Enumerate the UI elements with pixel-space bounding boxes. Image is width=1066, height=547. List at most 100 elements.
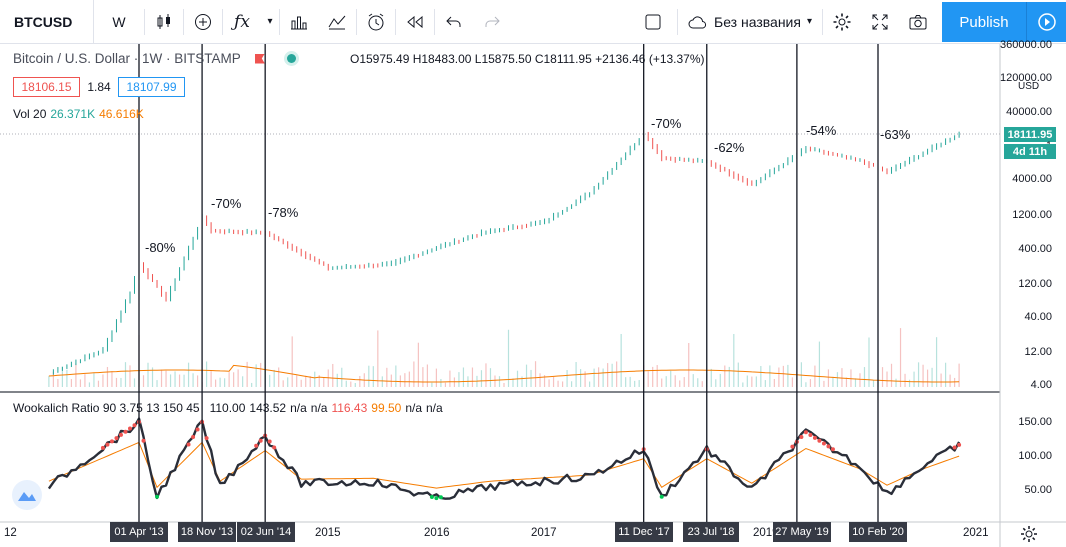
volume-bar <box>75 363 77 387</box>
volume-bar <box>940 373 942 387</box>
play-icon[interactable] <box>1026 2 1066 42</box>
osc-value: n/a <box>426 401 443 415</box>
volume-bar <box>79 379 82 387</box>
drawdown-label[interactable]: -54% <box>806 123 837 138</box>
volume-bar <box>291 336 293 387</box>
symbol-description[interactable]: Bitcoin / U.S. Dollar · 1W · BITSTAMP <box>13 51 241 66</box>
volume-value: 26.371K <box>50 107 96 121</box>
volume-bar <box>818 341 821 387</box>
volume-bar <box>688 342 690 387</box>
oscillator-low-mark <box>429 494 434 499</box>
volume-bar <box>958 363 960 387</box>
symbol-search[interactable]: BTCUSD <box>0 0 94 44</box>
volume-bar <box>70 379 73 387</box>
oscillator-high-mark <box>808 433 813 438</box>
layout-name: Без названия <box>714 13 801 30</box>
ohlc-values: O15975.49 H18483.00 L15875.50 C18111.95 … <box>350 52 705 66</box>
settings-gear-icon[interactable] <box>1020 525 1038 543</box>
volume-bar <box>133 378 136 387</box>
volume-bar <box>435 368 438 387</box>
oscillator-high-mark <box>100 445 105 450</box>
volume-bar <box>908 379 911 387</box>
volume-bar <box>120 377 122 387</box>
drawdown-label[interactable]: -63% <box>880 127 911 142</box>
price-axis-label: 40000.00 <box>1006 106 1052 118</box>
templates-icon[interactable] <box>280 0 318 44</box>
volume-bar <box>539 373 541 387</box>
volume-bar <box>670 370 672 387</box>
chart-legend-title: Bitcoin / U.S. Dollar · 1W · BITSTAMP <box>13 51 296 66</box>
bid-price[interactable]: 18106.15 <box>13 77 80 97</box>
volume-bar <box>755 376 757 387</box>
currency-label[interactable]: USD <box>1018 81 1040 92</box>
volume-label[interactable]: Vol 20 <box>13 107 47 121</box>
undo-icon[interactable] <box>435 0 473 44</box>
oscillator-high-mark <box>957 442 962 447</box>
osc-value: 110.00 <box>209 401 246 415</box>
cycle-date-tag: 02 Jun '14 <box>237 522 295 542</box>
drawdown-label[interactable]: -62% <box>714 140 745 155</box>
top-toolbar: BTCUSD W ƒx ▾ Без названия ▾ <box>0 0 1066 44</box>
redo-icon[interactable] <box>473 0 511 44</box>
volume-bar <box>395 365 397 387</box>
price-axis-label: 40.00 <box>1024 311 1052 323</box>
drawdown-label[interactable]: -80% <box>145 240 176 255</box>
volume-bar <box>944 362 947 387</box>
time-axis-label: 2019 <box>753 527 779 539</box>
volume-bar <box>566 370 568 387</box>
volume-bar <box>494 375 496 387</box>
volume-bar <box>548 379 550 387</box>
flag-icon[interactable] <box>254 53 265 64</box>
alert-clock-icon[interactable] <box>357 0 395 44</box>
price-axis-label: 12.00 <box>1024 346 1052 358</box>
volume-bar <box>278 367 280 387</box>
oscillator-ma-line <box>48 441 960 489</box>
tradingview-logo-icon[interactable] <box>12 480 42 510</box>
drawdown-label[interactable]: -78% <box>268 205 299 220</box>
camera-snapshot-icon[interactable] <box>899 0 937 44</box>
volume-bar <box>656 365 658 387</box>
volume-bar <box>440 378 442 387</box>
volume-bar <box>282 380 284 387</box>
drawdown-label[interactable]: -70% <box>211 196 242 211</box>
volume-bar <box>345 380 347 387</box>
volume-bar <box>525 364 528 387</box>
drawdown-label[interactable]: -70% <box>651 116 682 131</box>
fullscreen-square-icon[interactable] <box>639 0 667 44</box>
toolbar-divider <box>144 8 145 35</box>
chevron-down-icon: ▾ <box>806 16 812 27</box>
expand-icon[interactable] <box>861 0 899 44</box>
volume-bar <box>598 367 600 387</box>
osc-value: n/a <box>310 401 328 415</box>
volume-bar <box>665 376 667 387</box>
price-chart-canvas[interactable] <box>0 44 1066 547</box>
volume-bar <box>309 376 311 387</box>
market-status-icon <box>286 54 296 63</box>
indicators-fx-icon[interactable]: ƒx <box>234 11 250 32</box>
interval-selector[interactable]: W <box>112 13 126 30</box>
volume-bar <box>859 373 861 387</box>
volume-bar <box>224 378 226 387</box>
volume-bar <box>61 366 63 387</box>
candles-chart-type-icon[interactable] <box>145 0 183 44</box>
compare-symbol-icon[interactable] <box>184 0 222 44</box>
volume-bar <box>954 377 956 387</box>
strategy-icon[interactable] <box>318 0 356 44</box>
settings-gear-icon[interactable] <box>823 0 861 44</box>
publish-button[interactable]: Publish <box>942 2 1026 42</box>
volume-bar <box>318 375 320 387</box>
chevron-down-icon[interactable]: ▾ <box>267 16 273 27</box>
volume-bar <box>746 375 748 387</box>
oscillator-high-mark <box>790 444 795 449</box>
replay-icon[interactable] <box>396 0 434 44</box>
oscillator-name[interactable]: Wookalich Ratio 90 3.75 13 150 45 <box>13 401 200 415</box>
osc-value: 116.43 <box>331 401 368 415</box>
volume-bar <box>237 369 239 387</box>
layout-selector[interactable]: Без названия ▾ <box>678 0 822 44</box>
volume-bar <box>760 366 762 387</box>
volume-bar <box>692 374 694 387</box>
osc-axis-label: 150.00 <box>1018 416 1052 428</box>
volume-bar <box>183 374 185 387</box>
oscillator-low-mark <box>155 494 160 499</box>
ask-price[interactable]: 18107.99 <box>118 77 185 97</box>
